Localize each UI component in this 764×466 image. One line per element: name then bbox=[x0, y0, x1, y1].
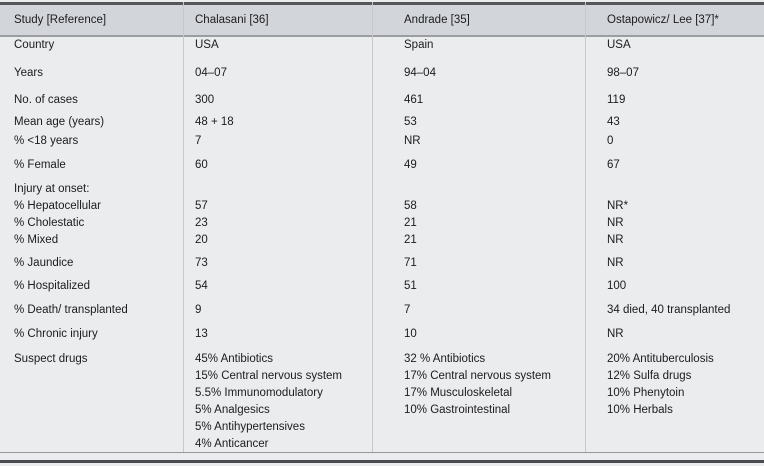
value-cell: 67 bbox=[607, 159, 620, 171]
table-row: % Female 60 49 67 bbox=[0, 158, 764, 173]
table-bottom-thin-rule bbox=[0, 452, 764, 453]
table-row: Injury at onset: bbox=[0, 182, 764, 197]
value-cell: 04–07 bbox=[195, 67, 227, 79]
value-cell: 34 died, 40 transplanted bbox=[607, 304, 731, 316]
value-cell: Spain bbox=[404, 39, 434, 51]
row-group: Country USA Spain USA bbox=[0, 38, 764, 53]
value-cell: NR bbox=[404, 135, 421, 147]
value-cell: 461 bbox=[404, 94, 424, 106]
value-cell: 13 bbox=[195, 328, 208, 340]
table-row: % Jaundice 73 71 NR bbox=[0, 256, 764, 271]
value-cell: 60 bbox=[195, 159, 208, 171]
row-label-cell: No. of cases bbox=[14, 94, 78, 106]
value-cell: 94–04 bbox=[404, 67, 436, 79]
row-label-cell: % Mixed bbox=[14, 234, 59, 246]
column-header-andrade: Andrade [35] bbox=[404, 13, 470, 26]
row-label-cell: Mean age (years) bbox=[14, 116, 105, 128]
row-label-cell: % Chronic injury bbox=[14, 328, 98, 340]
value-cell: 98–07 bbox=[607, 67, 639, 79]
value-cell: 100 bbox=[607, 280, 627, 292]
value-cell: 0 bbox=[607, 135, 614, 147]
row-group: % Jaundice 73 71 NR bbox=[0, 256, 764, 271]
row-label-cell: Suspect drugs bbox=[14, 353, 88, 365]
row-group: % Death/ transplanted 9 7 34 died, 40 trans… bbox=[0, 303, 764, 318]
row-group: No. of cases 300 461 119 bbox=[0, 93, 764, 108]
value-cell: 48 + 18 bbox=[195, 116, 234, 128]
value-cell: NR bbox=[607, 257, 624, 269]
value-cell: 54 bbox=[195, 280, 208, 292]
table-body: Country USA Spain USA Years 04–07 94–04 98–07 No… bbox=[0, 37, 764, 453]
column-header-chalasani: Chalasani [36] bbox=[195, 13, 269, 26]
value-cell: 49 bbox=[404, 159, 417, 171]
value-cell: 21 bbox=[404, 234, 417, 246]
value-cell: 51 bbox=[404, 280, 417, 292]
value-cell: 300 bbox=[195, 94, 215, 106]
value-cell: 45% Antibiotics 15% Central nervous syst… bbox=[195, 353, 343, 450]
table-row: Mean age (years) 48 + 18 53 43 bbox=[0, 115, 764, 130]
row-label-cell: % Jaundice bbox=[14, 257, 74, 269]
value-cell: USA bbox=[195, 39, 219, 51]
value-cell: 58 bbox=[404, 200, 417, 212]
table-row: Years 04–07 94–04 98–07 bbox=[0, 66, 764, 81]
row-label-cell: % <18 years bbox=[14, 135, 79, 147]
value-cell: NR* bbox=[607, 200, 629, 212]
table-row: % Chronic injury 13 10 NR bbox=[0, 327, 764, 342]
value-cell: 53 bbox=[404, 116, 417, 128]
row-label-cell: % Hepatocellular bbox=[14, 200, 101, 212]
row-group: % Female 60 49 67 bbox=[0, 158, 764, 173]
row-group: Years 04–07 94–04 98–07 bbox=[0, 66, 764, 81]
column-divider bbox=[372, 2, 373, 453]
table-row: % Death/ transplanted 9 7 34 died, 40 trans… bbox=[0, 303, 764, 318]
table-row: % Hepatocellular 57 58 NR* bbox=[0, 199, 764, 214]
column-divider bbox=[585, 2, 586, 453]
table-row: % Cholestatic 23 21 NR bbox=[0, 216, 764, 231]
row-label-cell: % Hospitalized bbox=[14, 280, 91, 292]
value-cell: 21 bbox=[404, 217, 417, 229]
table-row: % Mixed 20 21 NR bbox=[0, 233, 764, 248]
value-cell: 20 bbox=[195, 234, 208, 246]
row-group: Injury at onset: % Hepatocellular 57 58 NR*%… bbox=[0, 182, 764, 248]
value-cell: 10 bbox=[404, 328, 417, 340]
value-cell: 119 bbox=[607, 94, 626, 106]
row-group: Mean age (years) 48 + 18 53 43 % <18 years 7 N… bbox=[0, 115, 764, 149]
row-group: Suspect drugs 45% Antibiotics 15% Central… bbox=[0, 351, 764, 453]
table-row: No. of cases 300 461 119 bbox=[0, 93, 764, 108]
value-cell: 7 bbox=[195, 135, 202, 147]
table-row: % Hospitalized 54 51 100 bbox=[0, 279, 764, 294]
value-cell: USA bbox=[607, 39, 631, 51]
value-cell: NR bbox=[607, 328, 624, 340]
table-row: Suspect drugs 45% Antibiotics 15% Central… bbox=[0, 351, 764, 453]
value-cell: 23 bbox=[195, 217, 208, 229]
value-cell: NR bbox=[607, 234, 624, 246]
table-row: Country USA Spain USA bbox=[0, 38, 764, 53]
row-label-cell: Years bbox=[14, 67, 43, 79]
value-cell: 32 % Antibiotics 17% Central nervous sys… bbox=[404, 353, 552, 416]
row-label-cell: % Female bbox=[14, 159, 66, 171]
row-label-cell: % Cholestatic bbox=[14, 217, 85, 229]
table-row: % <18 years 7 NR 0 bbox=[0, 134, 764, 149]
value-cell: 20% Antituberculosis 12% Sulfa drugs 10%… bbox=[607, 353, 714, 416]
value-cell: NR bbox=[607, 217, 624, 229]
column-header-study-reference: Study [Reference] bbox=[14, 13, 107, 26]
table-header-row: Study [Reference] Chalasani [36] Andrade… bbox=[0, 5, 764, 37]
table-top-rule bbox=[0, 2, 764, 5]
value-cell: 73 bbox=[195, 257, 208, 269]
row-group: % Chronic injury 13 10 NR bbox=[0, 327, 764, 342]
column-header-ostapowicz-lee: Ostapowicz/ Lee [37]* bbox=[607, 13, 719, 26]
row-label-cell: Injury at onset: bbox=[14, 183, 90, 195]
value-cell: 57 bbox=[195, 200, 208, 212]
row-label-cell: % Death/ transplanted bbox=[14, 304, 128, 316]
row-label-cell: Country bbox=[14, 39, 55, 51]
value-cell: 43 bbox=[607, 116, 620, 128]
table-bottom-thick-rule bbox=[0, 460, 764, 463]
column-divider bbox=[183, 2, 184, 453]
row-group: % Hospitalized 54 51 100 bbox=[0, 279, 764, 294]
value-cell: 7 bbox=[404, 304, 411, 316]
value-cell: 9 bbox=[195, 304, 202, 316]
value-cell: 71 bbox=[404, 257, 417, 269]
